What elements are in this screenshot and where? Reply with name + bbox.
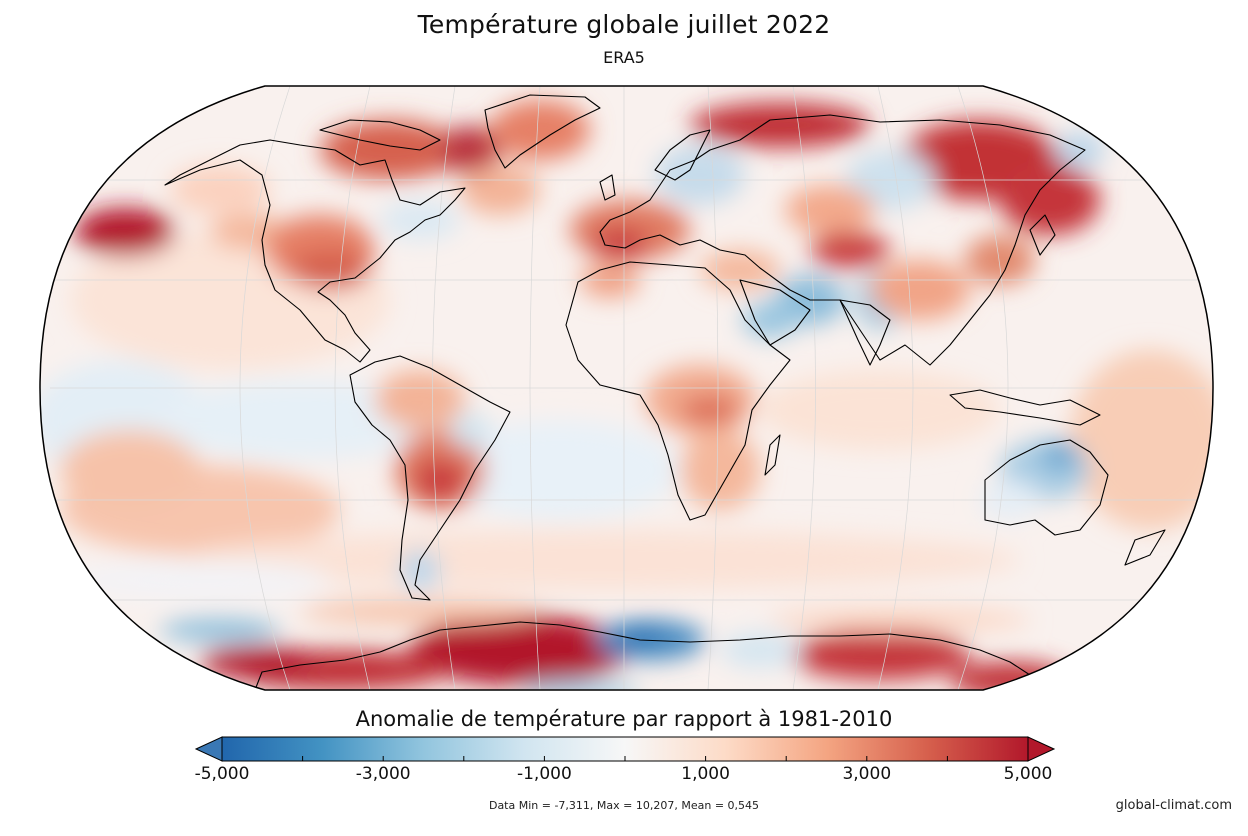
coast-india — [839, 299, 891, 366]
colorbar-tick-label: -1,000 — [516, 764, 572, 784]
coast-indonesia — [949, 389, 1101, 426]
colorbar-gradient — [221, 736, 1029, 762]
coast-madagascar — [764, 434, 781, 476]
chart-title: Température globale juillet 2022 — [417, 10, 831, 39]
colorbar-ticks — [221, 756, 1029, 761]
colorbar-high-arrow — [1027, 736, 1056, 762]
coast-greenland — [484, 94, 601, 169]
colorbar-low-arrow — [194, 736, 223, 762]
coast-antarctica — [254, 621, 1041, 690]
colorbar-title: Anomalie de température par rapport à 19… — [355, 707, 893, 731]
coast-africa — [565, 261, 791, 521]
colorbar-tick-label: -5,000 — [194, 764, 250, 784]
anomaly-blobs — [40, 100, 1213, 690]
coast-britain — [599, 174, 616, 201]
coast-north-america — [164, 139, 466, 363]
coast-arctic-islands — [319, 119, 441, 151]
coast-japan — [1029, 214, 1056, 256]
globe-outline — [39, 85, 1214, 691]
graticule — [45, 86, 1205, 690]
chart-subtitle: ERA5 — [603, 48, 645, 67]
anomaly-field — [40, 86, 1213, 690]
credit-text: global-climat.com — [1115, 798, 1232, 813]
coast-new-zealand — [1124, 529, 1166, 566]
coast-australia — [984, 439, 1109, 536]
coast-south-america — [349, 355, 511, 601]
colorbar-tick-label: 1,000 — [681, 764, 730, 784]
coastlines — [164, 94, 1166, 690]
colorbar — [194, 736, 1056, 762]
coast-arabia — [739, 279, 811, 346]
data-stats: Data Min = -7,311, Max = 10,207, Mean = … — [488, 799, 760, 812]
coast-eurasia — [599, 114, 1086, 366]
colorbar-tick-label: -3,000 — [355, 764, 411, 784]
coast-scandinavia — [654, 129, 711, 181]
colorbar-tick-label: 5,000 — [1003, 764, 1053, 784]
colorbar-tick-label: 3,000 — [842, 764, 892, 784]
